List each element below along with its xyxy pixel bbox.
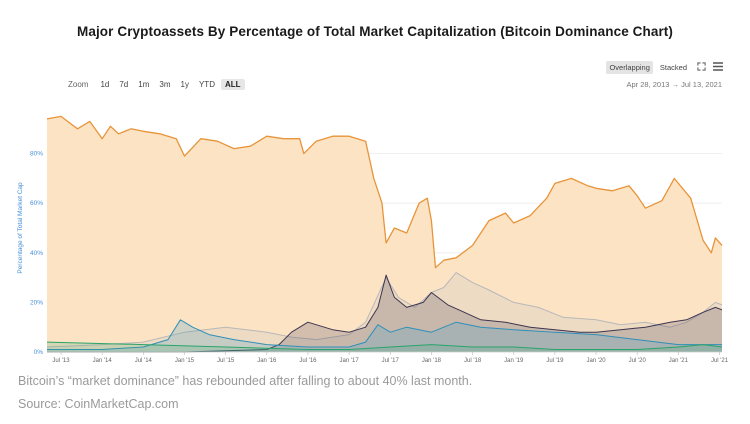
series-4-line bbox=[46, 341, 723, 350]
date-range[interactable]: Apr 28, 2013 → Jul 13, 2021 bbox=[626, 80, 722, 89]
chart-title: Major Cryptoassets By Percentage of Tota… bbox=[76, 24, 673, 39]
date-arrow: → bbox=[671, 80, 680, 89]
x-tick-label: Jan '14 bbox=[93, 358, 113, 364]
x-tick-label: Jul '18 bbox=[464, 358, 482, 364]
hamburger-menu-icon[interactable] bbox=[713, 62, 723, 73]
x-tick-label: Jul '17 bbox=[382, 358, 400, 364]
zoom-selector: Zoom 1d 7d 1m 3m 1y YTD ALL bbox=[68, 79, 245, 90]
chart-caption: Bitcoin’s “market dominance” has rebound… bbox=[18, 374, 473, 388]
zoom-all-button[interactable]: ALL bbox=[220, 79, 245, 90]
zoom-label: Zoom bbox=[68, 80, 89, 89]
x-tick-label: Jan '18 bbox=[422, 358, 442, 364]
series-0-area bbox=[47, 116, 722, 353]
x-tick-label: Jul '20 bbox=[629, 358, 647, 364]
y-tick-label: 40% bbox=[30, 250, 43, 257]
zoom-7d-button[interactable]: 7d bbox=[119, 80, 129, 89]
mode-selector: Overlapping Stacked bbox=[606, 61, 723, 74]
x-tick-label: Jan '20 bbox=[586, 358, 606, 364]
x-tick-label: Jan '19 bbox=[504, 358, 524, 364]
series-1-line bbox=[46, 272, 723, 348]
expand-icon[interactable] bbox=[697, 62, 706, 73]
series-2-line bbox=[47, 274, 723, 353]
date-from: Apr 28, 2013 bbox=[626, 80, 670, 89]
zoom-3m-button[interactable]: 3m bbox=[159, 80, 171, 89]
date-to: Jul 13, 2021 bbox=[681, 80, 722, 89]
stacked-button[interactable]: Stacked bbox=[659, 63, 687, 72]
series-0-line bbox=[46, 115, 723, 269]
overlapping-button[interactable]: Overlapping bbox=[606, 61, 653, 74]
x-tick-label: Jul '21 bbox=[711, 358, 729, 364]
series-3-line bbox=[47, 319, 722, 350]
x-tick-label: Jan '21 bbox=[669, 358, 689, 364]
zoom-1y-button[interactable]: 1y bbox=[180, 80, 189, 89]
dominance-chart[interactable]: 0% 20% 40% 60% 80% Percentage of Total Market… bbox=[0, 0, 750, 370]
series-2-area bbox=[47, 275, 722, 352]
chart-source: Source: CoinMarketCap.com bbox=[18, 397, 179, 411]
series-3-area bbox=[47, 319, 722, 352]
zoom-ytd-button[interactable]: YTD bbox=[198, 80, 215, 89]
x-tick-label: Jan '16 bbox=[257, 358, 277, 364]
x-tick-label: Jul '16 bbox=[299, 358, 317, 364]
x-tick-label: Jul '14 bbox=[135, 358, 153, 364]
y-tick-label: 20% bbox=[30, 299, 43, 306]
zoom-1d-button[interactable]: 1d bbox=[100, 80, 110, 89]
y-axis-label: Percentage of Total Market Cap bbox=[17, 182, 24, 274]
x-tick-label: Jan '15 bbox=[175, 358, 195, 364]
y-tick-label: 80% bbox=[30, 151, 43, 158]
y-tick-label: 0% bbox=[34, 349, 44, 356]
x-tick-label: Jan '17 bbox=[340, 358, 360, 364]
x-tick-label: Jul '15 bbox=[217, 358, 235, 364]
x-tick-label: Jul '13 bbox=[52, 358, 70, 364]
y-tick-label: 60% bbox=[30, 200, 43, 207]
zoom-1m-button[interactable]: 1m bbox=[138, 80, 150, 89]
x-tick-label: Jul '19 bbox=[546, 358, 564, 364]
